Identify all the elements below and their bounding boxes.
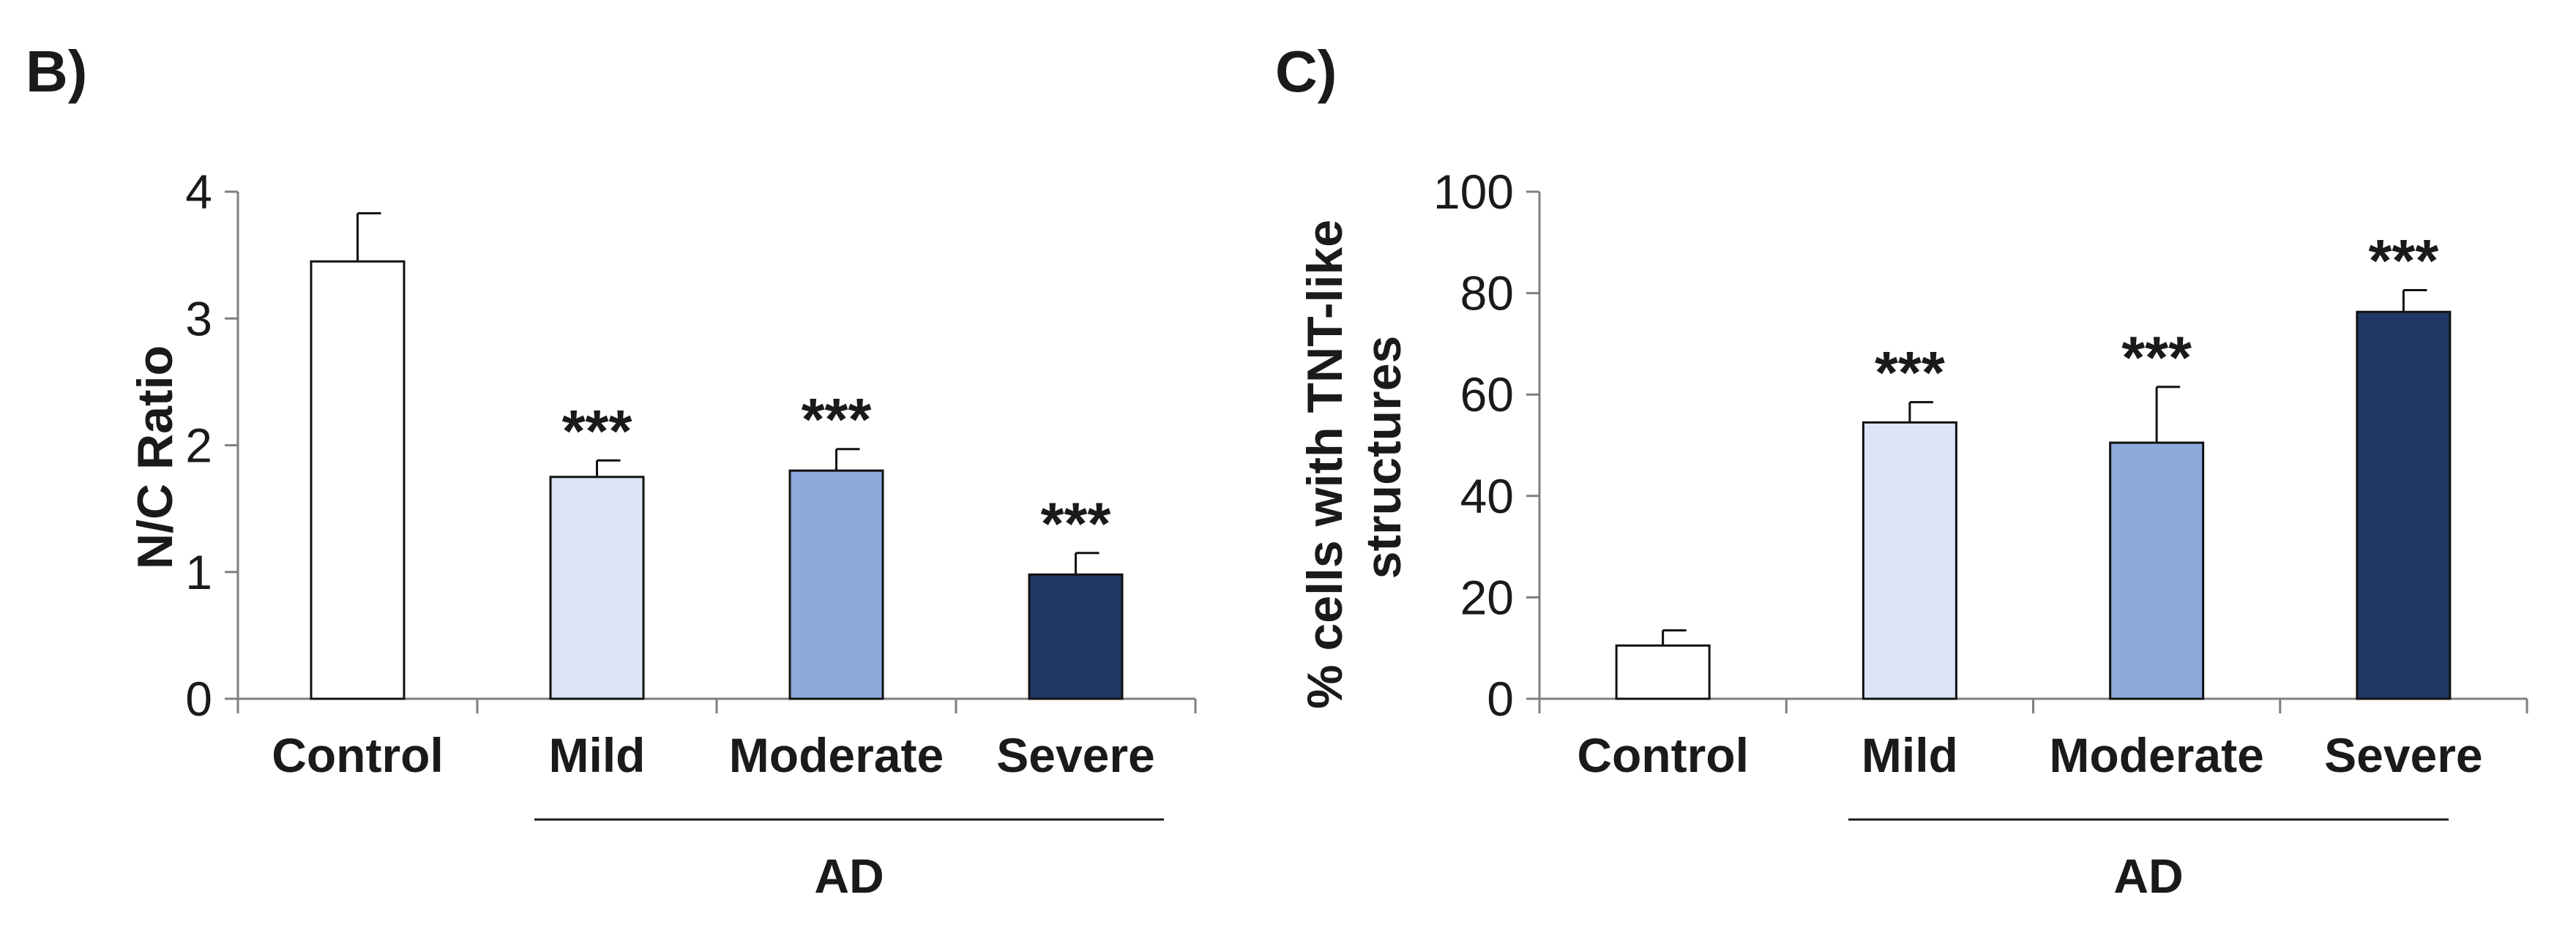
y-tick-label: 3 — [185, 291, 212, 345]
significance-stars: *** — [1041, 491, 1111, 558]
category-label-severe: Severe — [2324, 728, 2483, 782]
bar-marks: 0 1 2 3 4 Control *** Mild *** Moderate *** Severe A… — [185, 165, 1197, 903]
bar-mild — [1862, 421, 1957, 700]
category-label-severe: Severe — [996, 728, 1155, 782]
y-axis-label: N/C Ratio — [127, 345, 183, 569]
y-axis-label-line-1: N/C Ratio — [127, 345, 183, 569]
y-tick-label: 0 — [1487, 672, 1514, 726]
y-tick-label: 2 — [185, 419, 212, 473]
bar-marks: 0 20 40 60 80 100 Control *** Mild *** Moderate ***… — [1433, 165, 2528, 903]
y-tick-label: 80 — [1460, 266, 1514, 320]
category-label-control: Control — [1577, 728, 1749, 782]
bar-mild — [549, 476, 645, 700]
category-label-mild: Mild — [1862, 728, 1958, 782]
panel-label-b: B) — [26, 39, 87, 104]
significance-stars: *** — [1875, 340, 1945, 407]
significance-stars: *** — [562, 398, 632, 465]
category-label-moderate: Moderate — [2049, 728, 2263, 782]
y-tick-label: 60 — [1460, 367, 1514, 421]
bar-severe — [1028, 573, 1124, 700]
y-tick-label: 20 — [1460, 570, 1514, 624]
y-axis-label-line-1: % cells with TNT-like — [1297, 220, 1353, 709]
y-axis-label-line-2: structures — [1356, 336, 1411, 580]
category-label-mild: Mild — [549, 728, 646, 782]
y-tick-label: 100 — [1433, 165, 1514, 219]
y-tick-label: 40 — [1460, 469, 1514, 523]
group-label: AD — [2113, 849, 2183, 903]
bar-control — [1615, 644, 1711, 700]
significance-stars: *** — [2121, 325, 2192, 391]
significance-stars: *** — [802, 387, 872, 454]
y-tick-label: 0 — [185, 672, 212, 726]
chart-panel-b: B) N/C Ratio 0 1 2 3 4 Control *** Mild *** Moder… — [26, 39, 1197, 903]
bar-moderate — [2109, 441, 2205, 700]
y-tick-label: 4 — [185, 165, 212, 219]
group-label: AD — [814, 849, 884, 903]
y-tick-label: 1 — [185, 545, 212, 599]
bar-control — [310, 260, 406, 700]
y-axis-label: % cells with TNT-like structures — [1297, 206, 1411, 709]
category-label-control: Control — [272, 728, 444, 782]
chart-panel-c: C) % cells with TNT-like structures 0 20 4… — [1275, 39, 2528, 903]
category-label-moderate: Moderate — [729, 728, 944, 782]
panel-label-c: C) — [1275, 39, 1337, 104]
bar-severe — [2356, 310, 2452, 700]
significance-stars: *** — [2369, 228, 2439, 294]
bar-moderate — [788, 469, 884, 700]
